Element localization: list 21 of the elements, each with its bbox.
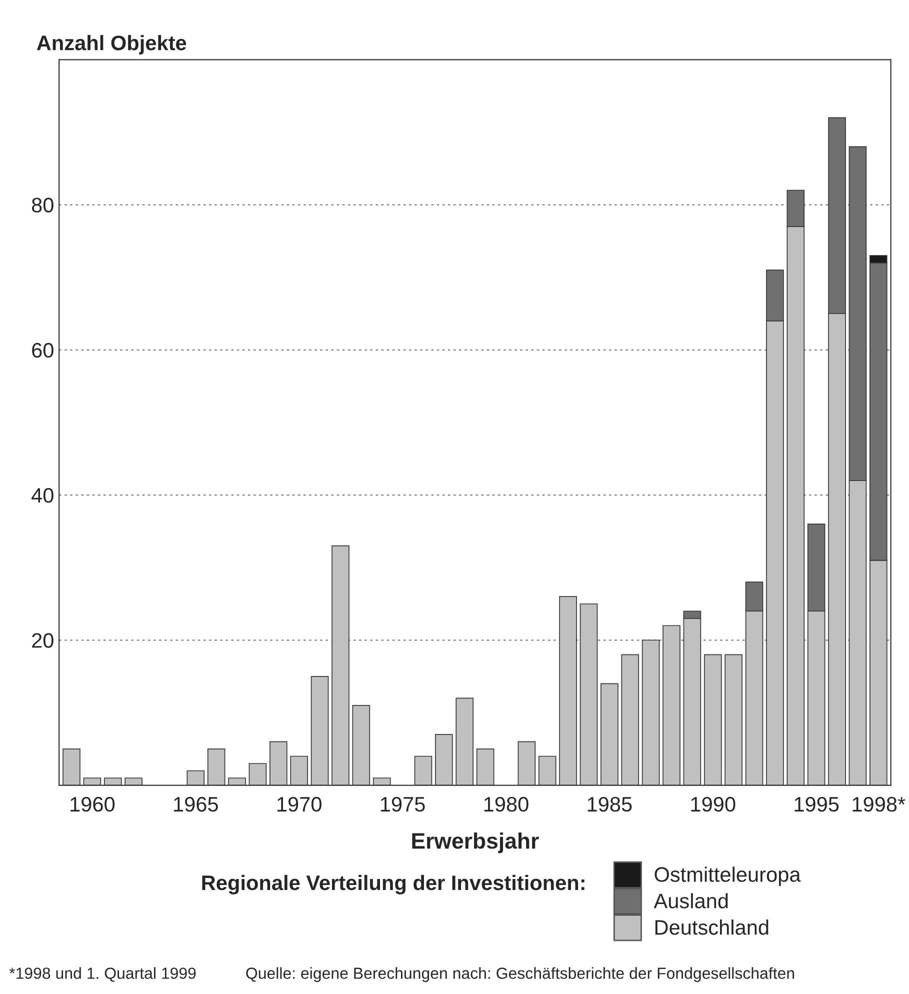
x-tick-label: 1965 bbox=[174, 796, 218, 812]
source-note: Quelle: eigene Berechungen nach: Geschäftsberichte der Fondgesellschaften bbox=[246, 967, 794, 982]
x-tick-label: 1990 bbox=[691, 796, 736, 812]
x-tick-label: 1960 bbox=[70, 796, 115, 812]
x-tick-label: 1970 bbox=[278, 796, 322, 812]
x-tick-label: 1980 bbox=[484, 796, 528, 812]
y-tick-label: 40 bbox=[32, 488, 54, 503]
legend-label: Ostmitteleuropa bbox=[654, 866, 801, 886]
x-tick-label: 1998* bbox=[852, 796, 906, 812]
legend-title: Regionale Verteilung der Investitionen: bbox=[202, 874, 584, 894]
text: *1998 und 1. Quartal 1999 bbox=[9, 967, 196, 982]
legend-label: Deutschland bbox=[655, 920, 768, 935]
y-axis-title: Anzahl Objekte bbox=[36, 35, 186, 54]
x-tick-label: 1995 bbox=[794, 796, 839, 812]
x-axis-title: Erwerbsjahr bbox=[412, 832, 539, 854]
y-tick-label: 80 bbox=[32, 198, 54, 213]
legend-label: Ausland bbox=[654, 893, 728, 908]
y-tick-label: 20 bbox=[32, 633, 54, 648]
x-tick-label: 1975 bbox=[380, 796, 425, 812]
x-tick-label: 1985 bbox=[588, 796, 632, 812]
y-tick-label: 60 bbox=[32, 342, 54, 358]
